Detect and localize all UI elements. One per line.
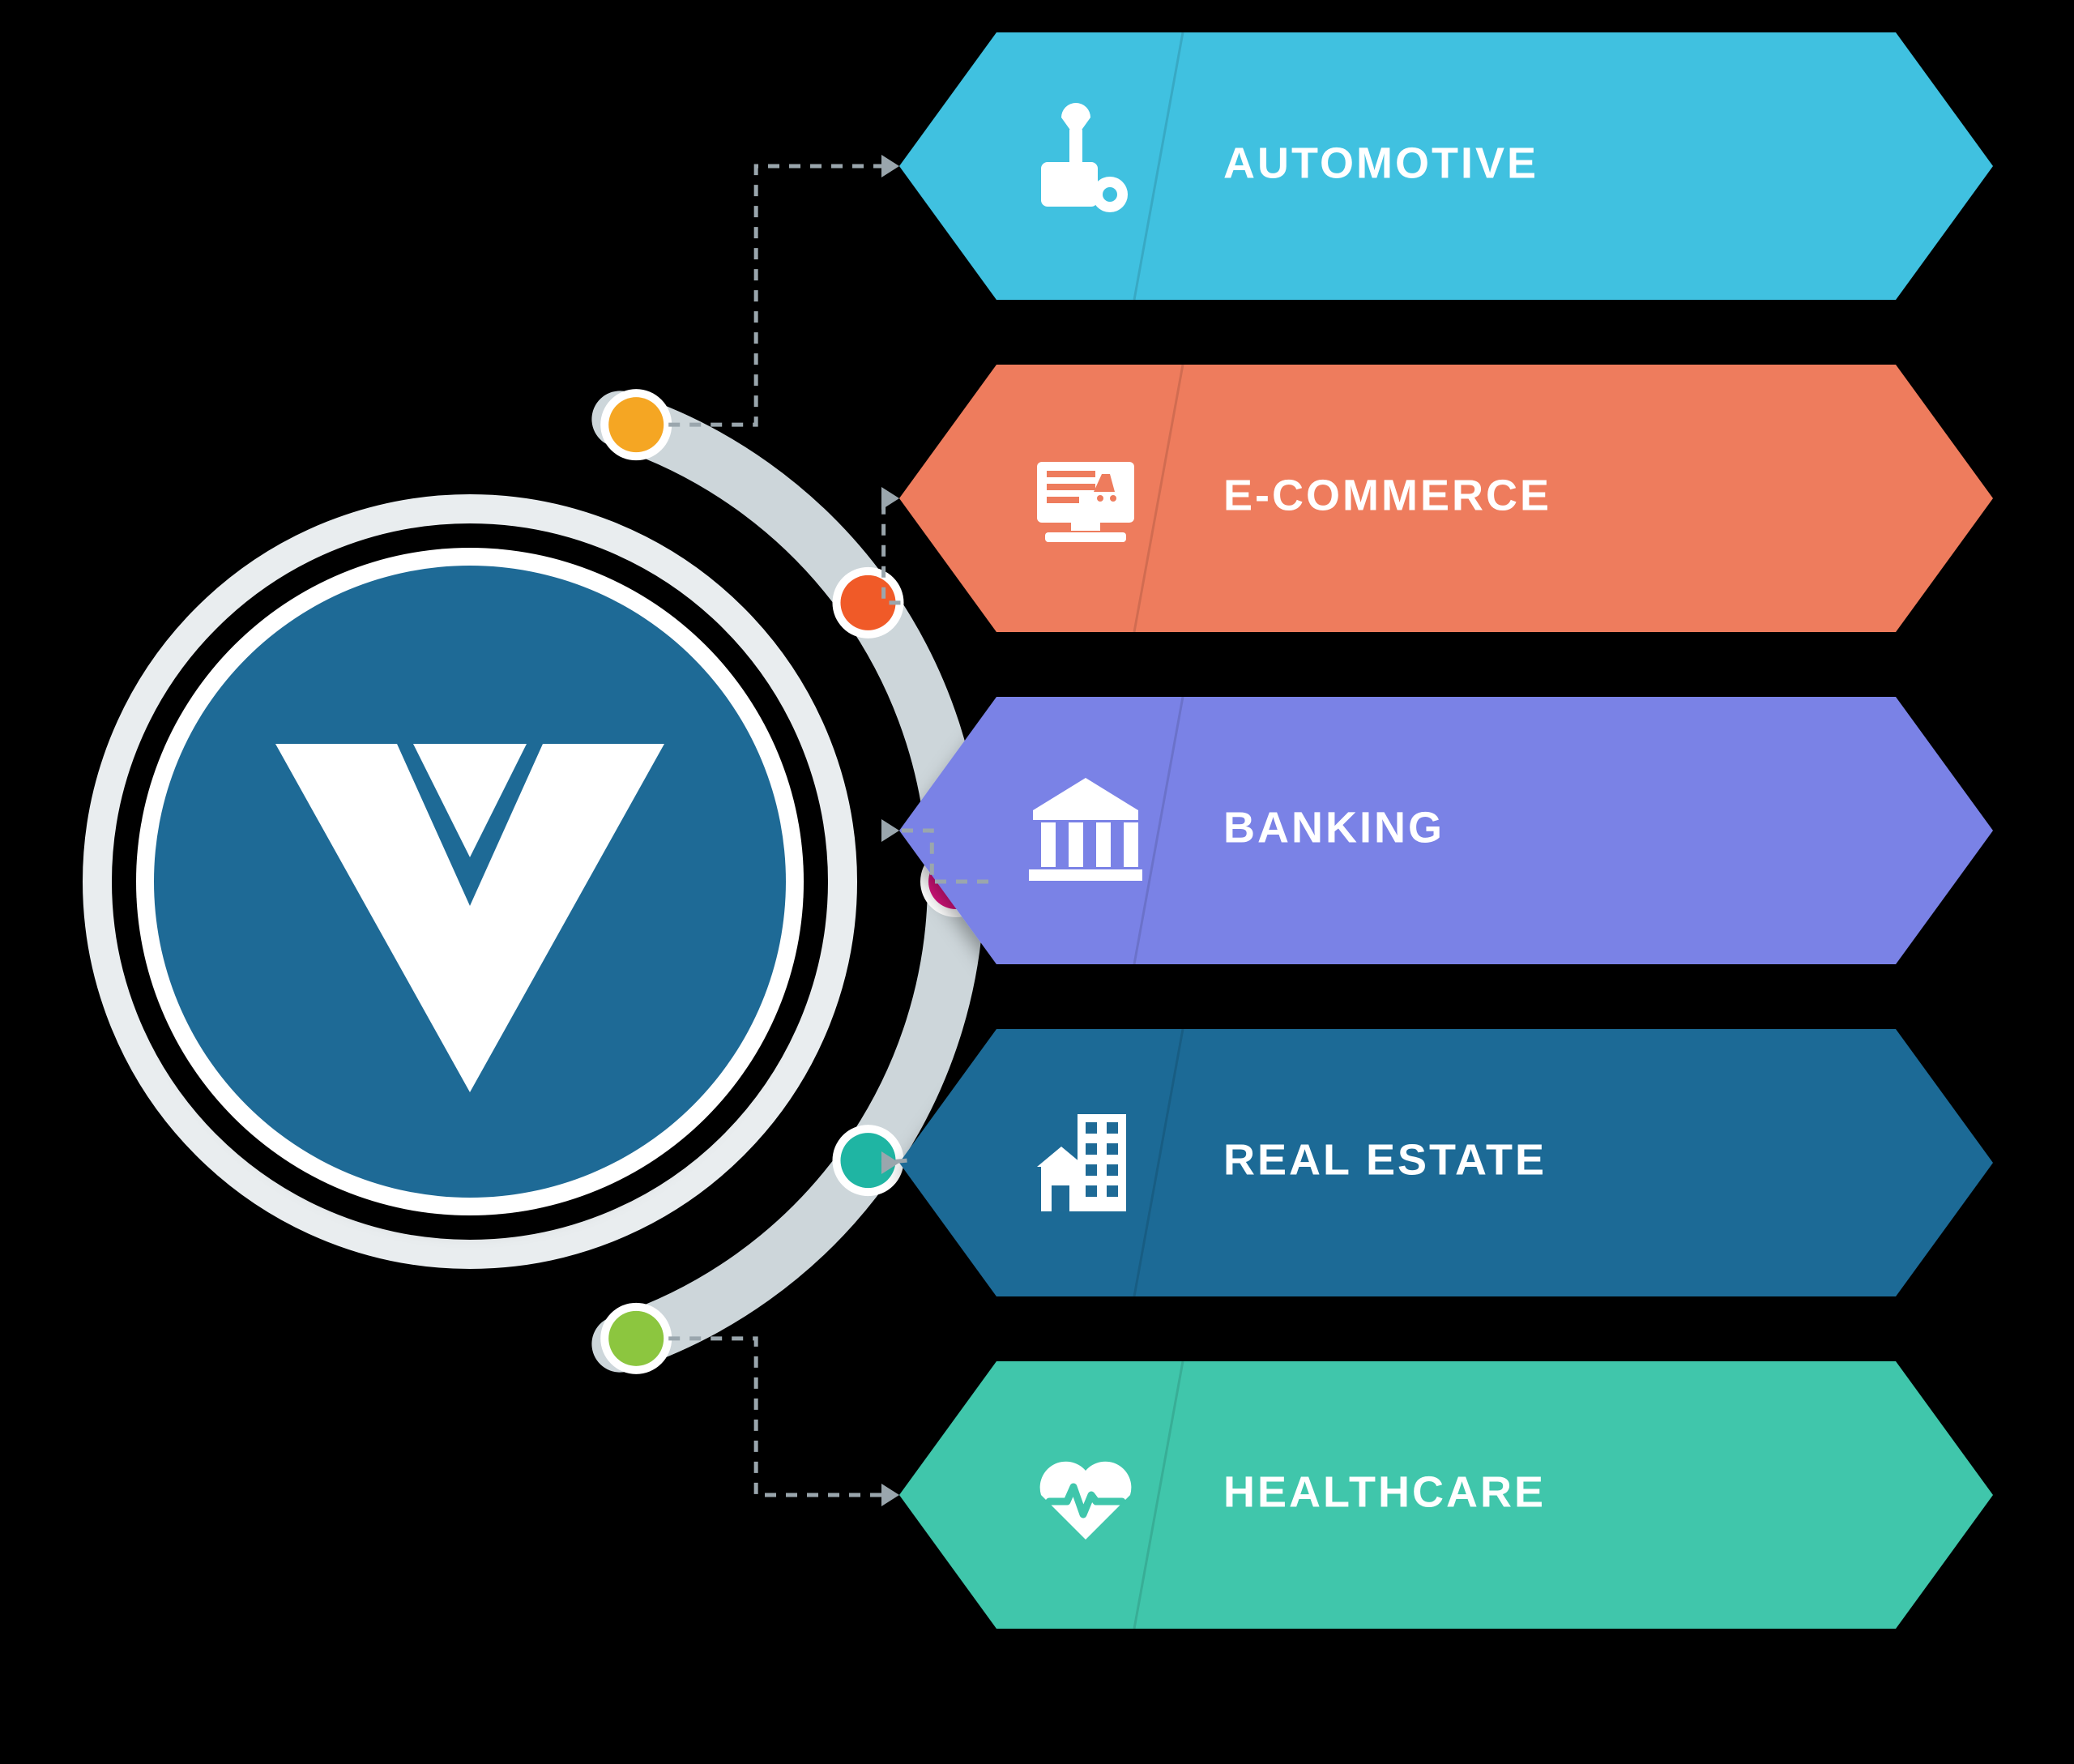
category-label: AUTOMOTIVE	[1223, 139, 1538, 187]
category-label: HEALTHCARE	[1223, 1467, 1546, 1516]
category-label: E-COMMERCE	[1223, 471, 1551, 519]
arc-dot	[840, 575, 895, 630]
category-bar: REAL ESTATE	[899, 1029, 1993, 1296]
category-bar: AUTOMOTIVE	[899, 32, 1993, 300]
infographic-svg: AUTOMOTIVE E-COMMERCE BANKING REAL ESTATE HE…	[0, 0, 2074, 1764]
infographic-root: AUTOMOTIVE E-COMMERCE BANKING REAL ESTATE HE…	[0, 0, 2074, 1764]
category-bar: HEALTHCARE	[899, 1361, 1993, 1629]
category-bar: BANKING	[899, 697, 1993, 964]
category-label: REAL ESTATE	[1223, 1135, 1547, 1184]
category-shape	[899, 697, 1993, 964]
category-label: BANKING	[1223, 803, 1445, 852]
hub-disc	[154, 566, 786, 1198]
arc-dot	[608, 1311, 664, 1366]
category-bar: E-COMMERCE	[899, 365, 1993, 632]
arc-dot	[608, 397, 664, 452]
